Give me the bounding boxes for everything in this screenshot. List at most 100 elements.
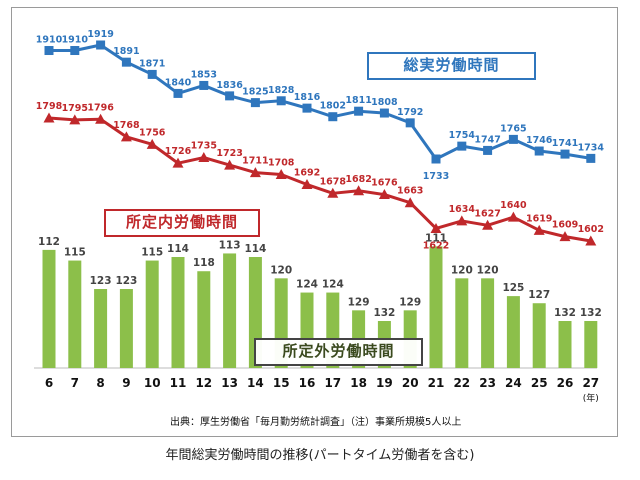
data-label-overtime-22: 120	[451, 264, 473, 276]
data-label-total-12: 1853	[191, 69, 217, 80]
data-label-overtime-21: 111	[425, 232, 447, 244]
bar-overtime-26	[558, 321, 572, 368]
data-label-total-19: 1808	[371, 97, 398, 108]
data-label-overtime-6: 112	[38, 236, 60, 248]
marker-scheduled-11	[172, 157, 184, 168]
data-label-overtime-12: 118	[193, 257, 215, 269]
data-label-scheduled-9: 1768	[113, 120, 140, 131]
data-label-total-26: 1741	[552, 138, 578, 149]
data-label-total-13: 1836	[216, 80, 243, 91]
data-label-total-18: 1811	[345, 95, 371, 106]
data-label-scheduled-14: 1711	[242, 156, 268, 167]
data-label-total-17: 1802	[320, 101, 346, 112]
marker-scheduled-25	[533, 224, 545, 235]
marker-scheduled-6	[43, 112, 55, 123]
marker-scheduled-14	[249, 167, 261, 178]
marker-scheduled-18	[353, 185, 365, 196]
data-label-total-8: 1919	[87, 29, 113, 40]
data-label-overtime-15: 120	[270, 264, 292, 276]
x-tick-label-16: 16	[299, 376, 316, 390]
marker-scheduled-8	[95, 113, 107, 124]
bar-overtime-12	[197, 271, 211, 368]
marker-total-11	[173, 88, 183, 98]
data-label-overtime-9: 123	[115, 275, 137, 287]
chart-frame: 1910 1910 1919 1891 1871 1840 1853 1836 1825 1828…	[11, 7, 618, 437]
marker-scheduled-23	[482, 219, 494, 230]
data-label-scheduled-11: 1726	[165, 146, 192, 157]
data-label-scheduled-22: 1634	[449, 204, 476, 215]
marker-scheduled-27	[585, 235, 597, 246]
marker-total-22	[457, 141, 467, 151]
x-tick-label-6: 6	[45, 376, 53, 390]
bar-overtime-11	[171, 257, 185, 368]
bar-overtime-21	[429, 246, 443, 368]
data-label-overtime-8: 123	[90, 275, 112, 287]
marker-scheduled-10	[146, 138, 158, 149]
marker-total-18	[354, 106, 364, 116]
data-label-total-10: 1871	[139, 58, 165, 69]
data-label-total-22: 1754	[449, 130, 476, 141]
data-label-overtime-24: 125	[502, 282, 524, 294]
data-label-scheduled-20: 1663	[397, 186, 423, 197]
data-label-scheduled-16: 1692	[294, 168, 320, 179]
bar-overtime-8	[94, 289, 108, 368]
marker-total-27	[586, 153, 596, 163]
marker-scheduled-12	[198, 152, 210, 163]
marker-total-21	[431, 154, 441, 164]
data-label-total-27: 1734	[578, 142, 605, 153]
x-tick-label-8: 8	[96, 376, 104, 390]
series-label-scheduled-hours: 所定内労働時間	[104, 209, 260, 237]
x-tick-label-25: 25	[531, 376, 548, 390]
x-tick-label-18: 18	[350, 376, 367, 390]
data-label-overtime-17: 124	[322, 279, 344, 291]
data-label-total-24: 1765	[500, 123, 526, 134]
x-tick-label-19: 19	[376, 376, 393, 390]
marker-total-14	[250, 98, 260, 108]
bar-overtime-6	[42, 249, 56, 368]
x-tick-label-20: 20	[402, 376, 419, 390]
bar-overtime-13	[223, 253, 237, 368]
x-tick-label-15: 15	[273, 376, 290, 390]
data-label-scheduled-8: 1796	[87, 102, 114, 113]
x-tick-label-22: 22	[453, 376, 470, 390]
marker-total-26	[560, 149, 570, 159]
bar-overtime-23	[481, 278, 495, 368]
line-total-hours	[49, 43, 592, 161]
x-tick-label-14: 14	[247, 376, 264, 390]
marker-scheduled-15	[275, 168, 287, 179]
data-label-total-11: 1840	[165, 77, 192, 88]
series-label-total-hours: 総実労働時間	[367, 52, 536, 80]
x-tick-label-10: 10	[144, 376, 161, 390]
data-label-overtime-18: 129	[348, 296, 370, 308]
data-label-scheduled-24: 1640	[500, 200, 527, 211]
data-label-scheduled-7: 1795	[62, 103, 88, 114]
data-label-overtime-23: 120	[477, 264, 499, 276]
marker-total-16	[302, 103, 312, 113]
marker-scheduled-17	[327, 187, 339, 198]
data-label-scheduled-26: 1609	[552, 220, 578, 231]
data-label-overtime-16: 124	[296, 279, 318, 291]
data-label-overtime-27: 132	[580, 307, 602, 319]
x-tick-label-23: 23	[479, 376, 496, 390]
x-tick-label-7: 7	[71, 376, 79, 390]
x-tick-label-11: 11	[170, 376, 187, 390]
bar-overtime-27	[584, 321, 598, 368]
marker-total-15	[276, 96, 286, 106]
x-tick-label-21: 21	[428, 376, 445, 390]
marker-total-25	[534, 146, 544, 156]
marker-scheduled-13	[224, 159, 236, 170]
bar-overtime-24	[506, 296, 520, 368]
data-label-total-7: 1910	[62, 35, 89, 46]
x-tick-label-13: 13	[221, 376, 238, 390]
data-label-total-14: 1825	[242, 87, 268, 98]
data-label-total-21: 1733	[423, 171, 449, 182]
series-label-overtime-hours: 所定外労働時間	[254, 338, 423, 366]
data-label-scheduled-15: 1708	[268, 157, 295, 168]
data-label-total-6: 1910	[36, 35, 63, 46]
data-label-total-20: 1792	[397, 107, 423, 118]
data-label-scheduled-17: 1678	[320, 176, 347, 187]
data-label-scheduled-23: 1627	[474, 208, 500, 219]
marker-scheduled-9	[120, 131, 132, 142]
data-label-overtime-11: 114	[167, 243, 189, 255]
marker-scheduled-22	[456, 215, 468, 226]
